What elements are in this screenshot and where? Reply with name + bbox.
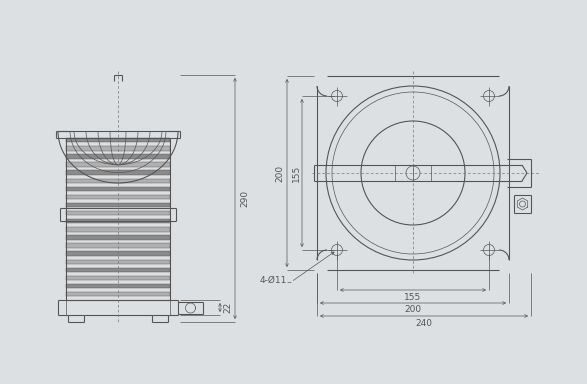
Polygon shape <box>66 146 170 151</box>
Polygon shape <box>66 162 170 167</box>
Polygon shape <box>66 195 170 199</box>
Polygon shape <box>66 292 170 296</box>
Polygon shape <box>66 284 170 288</box>
Polygon shape <box>66 276 170 280</box>
Text: 22: 22 <box>224 302 232 313</box>
Text: 155: 155 <box>292 164 301 182</box>
Polygon shape <box>66 211 170 215</box>
Polygon shape <box>66 227 170 232</box>
Text: 240: 240 <box>416 318 433 328</box>
Polygon shape <box>66 219 170 223</box>
Polygon shape <box>66 138 170 142</box>
Polygon shape <box>66 243 170 248</box>
Polygon shape <box>66 203 170 207</box>
Text: 200: 200 <box>275 164 285 182</box>
Text: 200: 200 <box>404 306 421 314</box>
Text: 4-Ø11: 4-Ø11 <box>259 275 286 285</box>
Text: 155: 155 <box>404 293 421 301</box>
Text: 290: 290 <box>241 190 249 207</box>
Polygon shape <box>66 187 170 191</box>
Polygon shape <box>66 268 170 272</box>
Polygon shape <box>66 170 170 175</box>
Polygon shape <box>66 252 170 256</box>
Polygon shape <box>66 260 170 264</box>
Polygon shape <box>66 154 170 159</box>
Polygon shape <box>66 179 170 183</box>
Polygon shape <box>66 235 170 240</box>
